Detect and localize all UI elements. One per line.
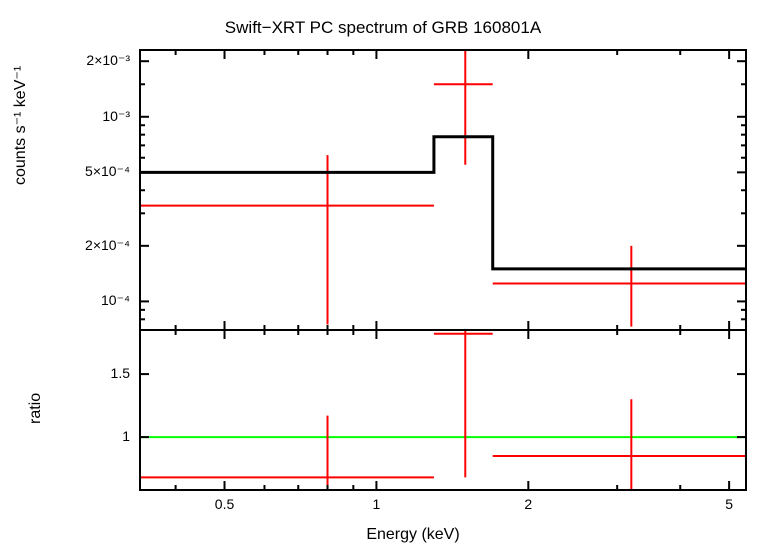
spectrum-plot: [0, 0, 766, 556]
ytick-label-top: 10⁻⁴: [50, 292, 130, 309]
ytick-label-top: 2×10⁻³: [50, 52, 130, 69]
xtick-label: 0.5: [215, 496, 234, 512]
ytick-label-top: 10⁻³: [50, 108, 130, 125]
xtick-label: 2: [524, 496, 532, 512]
ytick-label-bottom: 1.5: [50, 365, 130, 381]
y-axis-label-bottom: ratio: [27, 393, 45, 424]
ytick-label-top: 2×10⁻⁴: [50, 237, 130, 254]
ytick-label-bottom: 1: [50, 428, 130, 444]
chart-title: Swift−XRT PC spectrum of GRB 160801A: [0, 18, 766, 38]
xtick-label: 5: [725, 496, 733, 512]
ytick-label-top: 5×10⁻⁴: [50, 163, 130, 180]
x-axis-label: Energy (keV): [30, 526, 766, 544]
y-axis-label-top: counts s⁻¹ keV⁻¹: [10, 66, 30, 185]
xtick-label: 1: [373, 496, 381, 512]
